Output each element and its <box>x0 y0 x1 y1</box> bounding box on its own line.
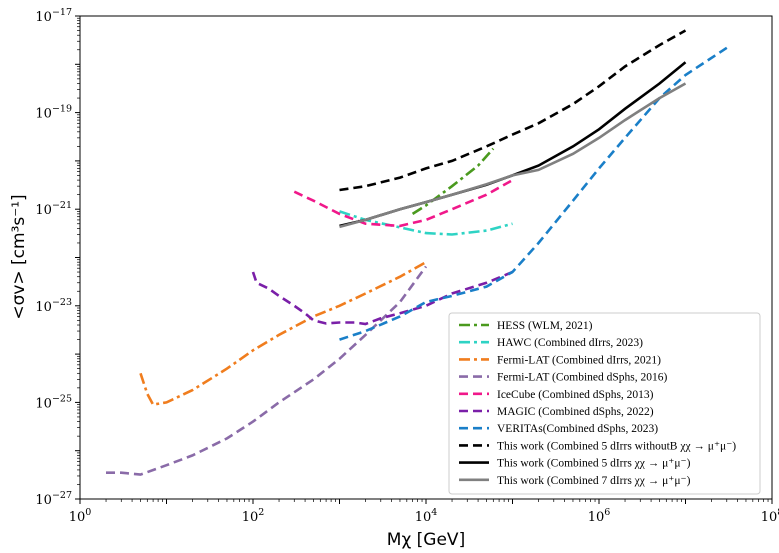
x-tick-label: 106 <box>588 507 611 525</box>
y-tick-label: 10−25 <box>35 393 72 411</box>
legend-entry-1: HAWC (Combined dIrrs, 2023) <box>497 337 643 349</box>
series-line-4 <box>293 178 514 228</box>
legend-entry-5: MAGIC (Combined dSphs, 2022) <box>497 406 654 418</box>
legend-entry-0: HESS (WLM, 2021) <box>497 320 593 332</box>
legend-entry-6: VERITAs(Combined dSphs, 2023) <box>497 423 658 435</box>
y-tick-label: 10−23 <box>35 297 72 315</box>
series-line-5 <box>251 270 513 326</box>
x-tick-label: 104 <box>415 507 438 525</box>
legend: HESS (WLM, 2021) HAWC (Combined dIrrs, 20… <box>448 312 761 495</box>
y-tick-label: 10−19 <box>35 104 72 122</box>
series-line-0 <box>411 147 495 215</box>
x-axis-label: Mχ [GeV] <box>387 530 465 550</box>
tick-layer: 100 102 104 106 108 10−27 10−25 10−23 10−21 10−19… <box>35 7 779 525</box>
y-tick-label: 10−21 <box>35 200 72 218</box>
legend-entry-3: Fermi-LAT (Combined dSphs, 2016) <box>497 372 668 384</box>
legend-entry-7: This work (Combined 5 dIrrs withoutB χχ … <box>497 440 736 452</box>
series-line-2 <box>139 261 427 407</box>
series-layer <box>106 29 728 476</box>
legend-entry-9: This work (Combined 7 dIrrs χχ → μ⁺μ⁻) <box>497 475 691 487</box>
series-line-7 <box>339 29 687 192</box>
y-axis-label: <σv> [cm³s⁻¹] <box>9 194 29 319</box>
legend-entry-2: Fermi-LAT (Combined dIrrs, 2021) <box>497 354 661 366</box>
series-line-8 <box>339 61 687 228</box>
y-tick-label: 10−27 <box>35 490 72 508</box>
series-line-9 <box>339 82 687 229</box>
legend-entry-4: IceCube (Combined dSphs, 2013) <box>497 389 654 401</box>
legend-entry-8: This work (Combined 5 dIrrs χχ → μ⁺μ⁻) <box>497 458 691 470</box>
x-tick-label: 100 <box>69 507 92 525</box>
y-tick-label: 10−17 <box>35 7 72 25</box>
legend-box <box>448 312 761 495</box>
series-line-3 <box>106 265 428 476</box>
x-tick-label: 108 <box>761 507 779 525</box>
x-tick-label: 102 <box>242 507 265 525</box>
